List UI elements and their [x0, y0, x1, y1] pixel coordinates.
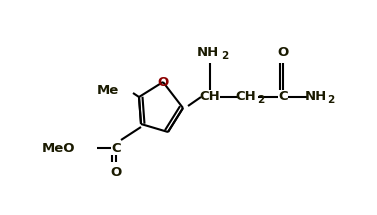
- Text: O: O: [110, 166, 122, 178]
- Text: 2: 2: [327, 95, 334, 105]
- Text: MeO: MeO: [41, 141, 75, 155]
- Text: C: C: [111, 141, 121, 155]
- Text: 2: 2: [257, 95, 264, 105]
- Text: O: O: [277, 46, 289, 60]
- Text: NH: NH: [305, 91, 327, 103]
- Text: 2: 2: [221, 51, 228, 61]
- Text: Me: Me: [97, 83, 119, 97]
- Text: CH: CH: [200, 91, 221, 103]
- Text: CH: CH: [236, 91, 256, 103]
- Text: NH: NH: [197, 46, 219, 60]
- Text: C: C: [278, 91, 288, 103]
- Text: O: O: [157, 75, 169, 89]
